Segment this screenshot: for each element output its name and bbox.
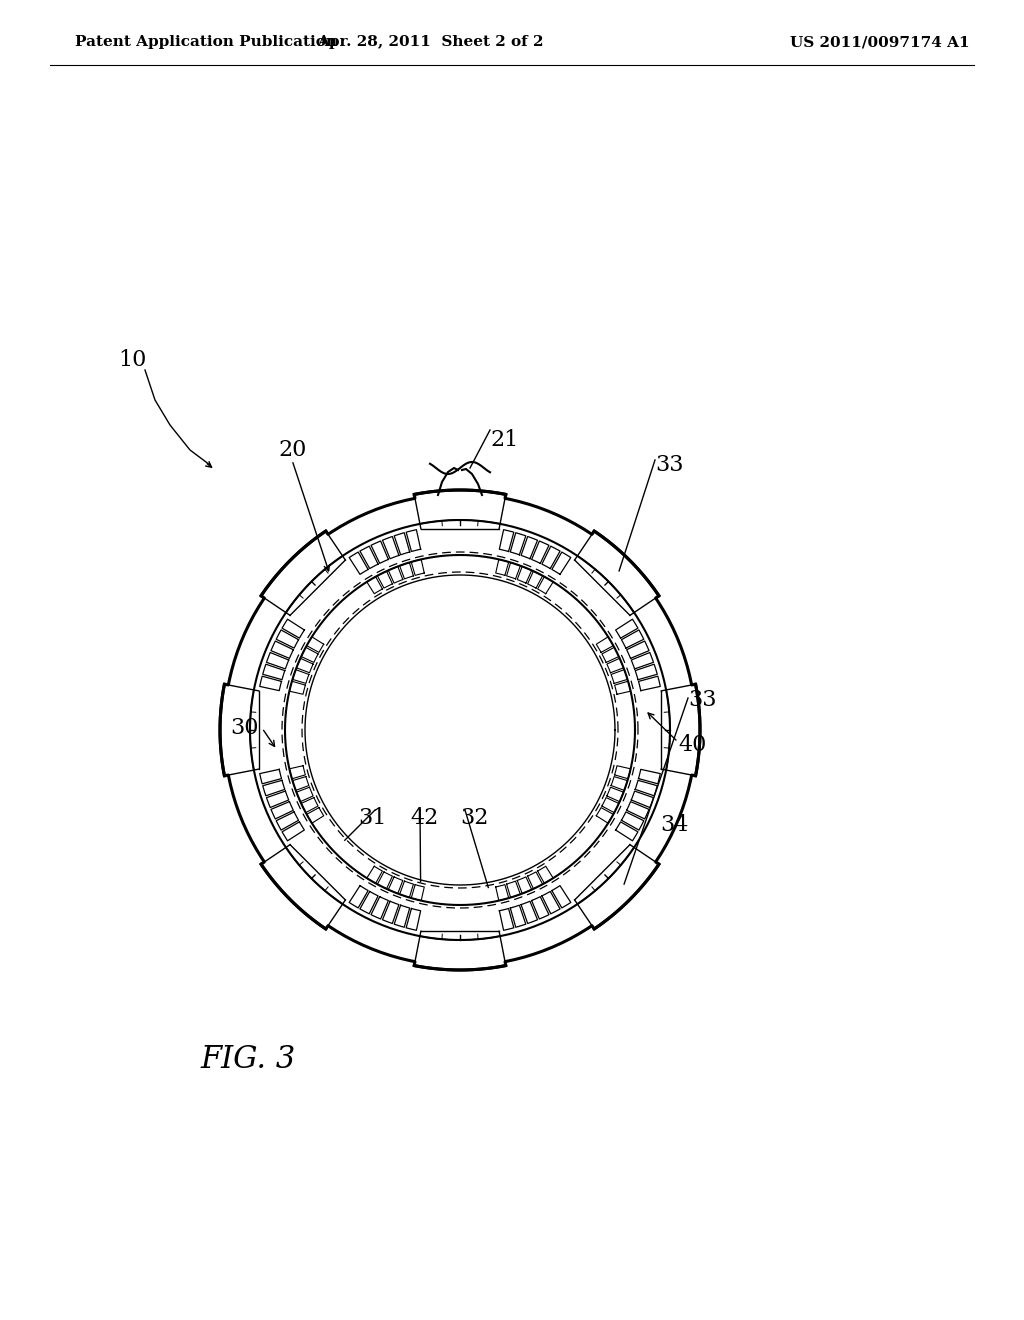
Text: 40: 40 xyxy=(678,734,707,756)
Text: 31: 31 xyxy=(358,807,386,829)
Text: 21: 21 xyxy=(490,429,518,451)
Text: 33: 33 xyxy=(688,689,717,711)
Text: 20: 20 xyxy=(278,440,306,461)
Text: 34: 34 xyxy=(660,814,688,836)
Text: US 2011/0097174 A1: US 2011/0097174 A1 xyxy=(790,36,970,49)
Text: Patent Application Publication: Patent Application Publication xyxy=(75,36,337,49)
Text: 33: 33 xyxy=(655,454,683,477)
Text: 42: 42 xyxy=(410,807,438,829)
Text: Apr. 28, 2011  Sheet 2 of 2: Apr. 28, 2011 Sheet 2 of 2 xyxy=(316,36,544,49)
Text: 32: 32 xyxy=(460,807,488,829)
Text: 30: 30 xyxy=(230,717,258,739)
Text: 10: 10 xyxy=(118,348,146,371)
Text: FIG. 3: FIG. 3 xyxy=(200,1044,295,1076)
